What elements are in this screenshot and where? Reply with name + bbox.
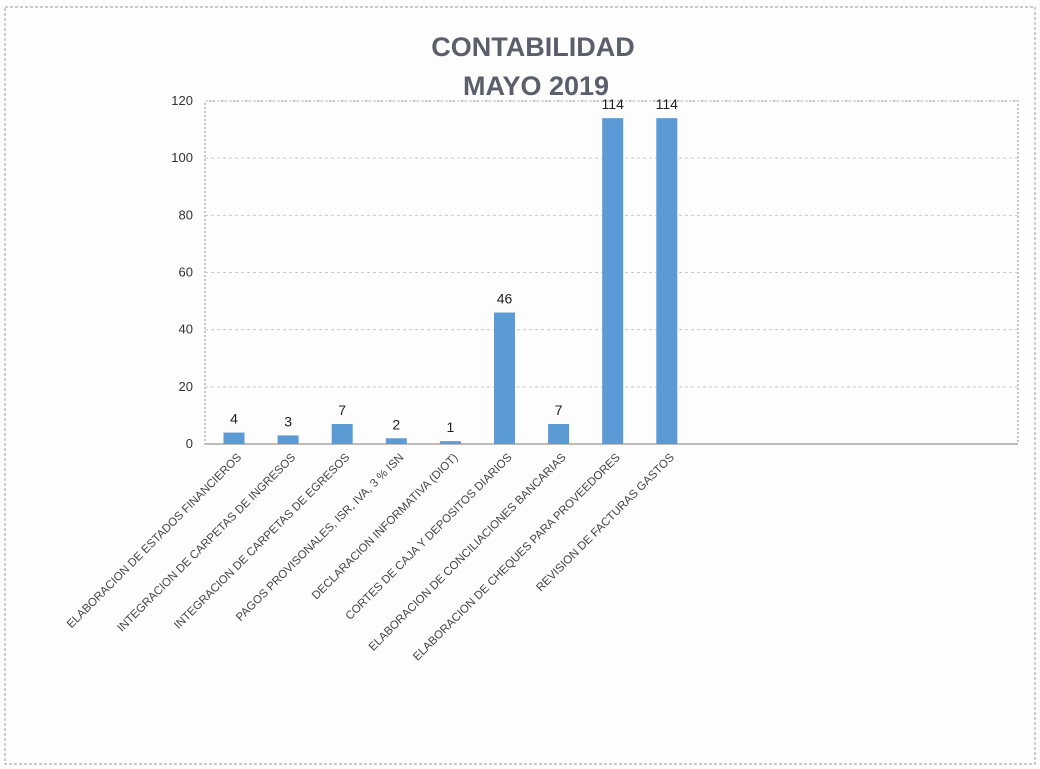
bar bbox=[331, 423, 353, 444]
category-label: ELABORACION DE CONCILIACIONES BANCARIAS bbox=[367, 451, 569, 653]
data-label: 114 bbox=[602, 96, 625, 112]
y-tick-label: 20 bbox=[179, 379, 193, 394]
bar bbox=[602, 118, 624, 445]
data-label: 7 bbox=[338, 402, 346, 418]
y-tick-label: 40 bbox=[179, 322, 193, 337]
category-label: ELABORACION DE ESTADOS FINANCIEROS bbox=[65, 451, 244, 630]
y-tick-label: 80 bbox=[179, 207, 193, 222]
data-label: 3 bbox=[284, 413, 292, 429]
data-label: 114 bbox=[656, 96, 679, 112]
bar bbox=[277, 435, 299, 444]
data-label: 46 bbox=[497, 291, 513, 307]
y-tick-label: 120 bbox=[171, 93, 193, 108]
y-tick-label: 60 bbox=[179, 265, 193, 280]
outer-border bbox=[4, 6, 1036, 765]
bar bbox=[656, 118, 678, 445]
y-tick-label: 100 bbox=[171, 150, 193, 165]
bar bbox=[494, 312, 515, 444]
category-label: INTEGRACION DE CARPETAS DE INGRESOS bbox=[115, 451, 298, 634]
chart-title-line-1: CONTABILIDAD bbox=[431, 32, 634, 62]
data-label: 2 bbox=[392, 416, 400, 432]
bar bbox=[548, 423, 570, 444]
data-label: 7 bbox=[555, 402, 563, 418]
data-label: 4 bbox=[230, 411, 238, 427]
bar bbox=[385, 438, 407, 444]
category-label: ELABORACION DE CHEQUES PARA PROVEEDORES bbox=[411, 451, 623, 663]
data-label: 1 bbox=[447, 419, 455, 435]
bar bbox=[439, 441, 461, 444]
chart-title-line-2: MAYO 2019 bbox=[463, 71, 609, 101]
plot-area: 0 20 40 60 80 100 120 4 ELABORACION DE ESTADOS F… bbox=[65, 93, 1019, 663]
y-tick-label: 0 bbox=[186, 436, 193, 451]
bar bbox=[223, 432, 245, 444]
